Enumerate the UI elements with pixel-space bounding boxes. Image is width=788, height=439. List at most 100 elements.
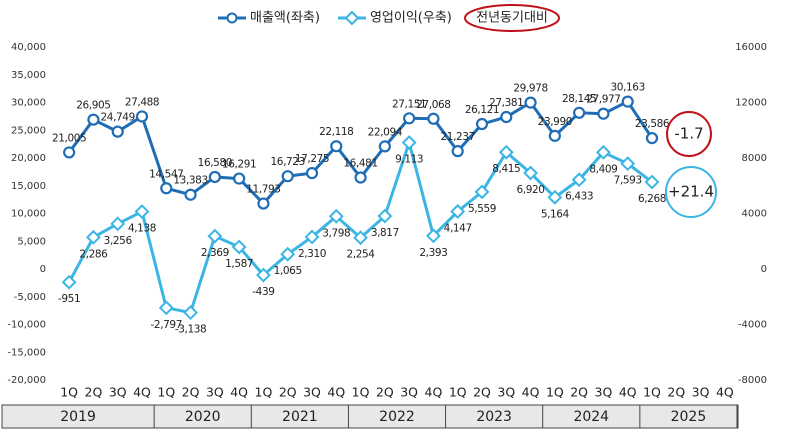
x-tick-label: 3Q	[303, 385, 321, 400]
y-tick-label: -20,000	[7, 375, 46, 386]
data-label: 24,749	[101, 112, 135, 124]
point	[280, 246, 296, 262]
x-tick-label: 4Q	[619, 385, 637, 400]
y-tick-label: 30,000	[11, 98, 46, 109]
data-label: -439	[252, 286, 274, 298]
data-label: 23,586	[635, 118, 670, 130]
point	[475, 117, 489, 131]
data-label: 27,381	[489, 97, 523, 109]
y-tick-label: 10,000	[11, 209, 46, 220]
legend: 매출액(좌축) 영업이익(우축) 전년동기대비	[218, 4, 560, 32]
point	[354, 171, 367, 184]
point	[256, 267, 271, 283]
y-tick-label: 20,000	[11, 153, 46, 164]
year-label: 2022	[379, 409, 415, 425]
data-label: 23,990	[538, 116, 572, 128]
x-tick-label: 1Q	[60, 385, 78, 400]
data-label: 3,817	[371, 227, 399, 239]
data-label: -951	[58, 293, 80, 305]
data-label: 8,409	[589, 163, 617, 175]
x-tick-label: 3Q	[400, 385, 418, 400]
point	[207, 228, 223, 244]
data-label: 2,310	[298, 248, 326, 260]
year-label: 2023	[476, 409, 512, 425]
point	[451, 145, 464, 158]
data-label: 27,151	[392, 98, 426, 110]
x-tick-label: 4Q	[327, 385, 345, 400]
legend-extra: 전년동기대비	[476, 11, 548, 26]
data-label: 21,005	[52, 132, 86, 144]
x-tick-label: 4Q	[230, 385, 248, 400]
point	[231, 239, 247, 255]
x-tick-label: 3Q	[497, 385, 515, 400]
point	[135, 110, 149, 123]
point	[111, 125, 124, 138]
legend-label: 영업이익(우축)	[370, 11, 452, 26]
x-tick-label: 1Q	[157, 385, 175, 400]
data-label: 6,268	[638, 193, 666, 205]
data-label: 2,393	[419, 247, 447, 259]
point	[86, 229, 101, 245]
data-label: 2,254	[347, 249, 376, 261]
point	[353, 230, 368, 246]
y2-tick-label: 16000	[735, 42, 767, 53]
y2-tick-label: -8000	[738, 375, 767, 386]
point	[620, 156, 636, 172]
year-label: 2024	[573, 409, 609, 425]
data-label: 2,286	[79, 248, 108, 260]
data-label: 29,978	[513, 83, 547, 95]
point	[498, 144, 514, 160]
point	[61, 274, 77, 290]
legend-ellipse	[464, 4, 560, 32]
point	[330, 140, 343, 153]
point	[571, 172, 587, 188]
data-label: 22,094	[368, 126, 403, 138]
point	[281, 170, 294, 183]
x-tick-label: 1Q	[546, 385, 564, 400]
year-label: 2019	[60, 409, 96, 425]
data-label: -2,797	[151, 319, 182, 331]
point	[304, 229, 320, 245]
data-label: -3,138	[175, 324, 206, 336]
y2-tick-label: -4000	[738, 320, 767, 331]
x-tick-label: 2Q	[667, 385, 685, 400]
point	[87, 113, 100, 126]
point	[184, 188, 197, 201]
data-label: 27,068	[416, 99, 450, 111]
point	[378, 140, 391, 153]
legend-marker	[344, 10, 360, 26]
data-label: 14,547	[149, 168, 183, 180]
x-tick-label: 3Q	[692, 385, 710, 400]
y-tick-label: -5,000	[14, 292, 46, 303]
y2-tick-label: 0	[761, 264, 767, 275]
data-label: 2,369	[201, 247, 229, 259]
data-label: 16,580	[198, 157, 232, 169]
point	[208, 170, 221, 184]
data-label: 8,415	[492, 163, 520, 175]
data-label: 26,121	[465, 104, 499, 116]
point	[597, 107, 610, 120]
point	[474, 184, 490, 200]
point	[547, 189, 563, 205]
data-label: 1,587	[225, 258, 253, 270]
x-tick-label: 3Q	[595, 385, 613, 400]
point	[257, 197, 270, 210]
x-tick-label: 2Q	[473, 385, 491, 400]
y-tick-label: 15,000	[11, 181, 46, 192]
point	[523, 165, 538, 181]
x-tick-label: 3Q	[206, 385, 224, 400]
point	[160, 182, 173, 195]
point	[233, 172, 246, 185]
data-label: 3,256	[104, 235, 133, 247]
x-tick-label: 3Q	[109, 385, 127, 400]
data-label: 16,481	[343, 158, 377, 170]
point	[644, 174, 660, 190]
data-label: 1,065	[274, 265, 302, 277]
year-label: 2025	[671, 409, 707, 425]
point	[573, 106, 586, 119]
point	[134, 204, 150, 219]
data-label: 6,433	[565, 191, 593, 203]
x-tick-label: 4Q	[522, 385, 540, 400]
point	[524, 96, 537, 109]
